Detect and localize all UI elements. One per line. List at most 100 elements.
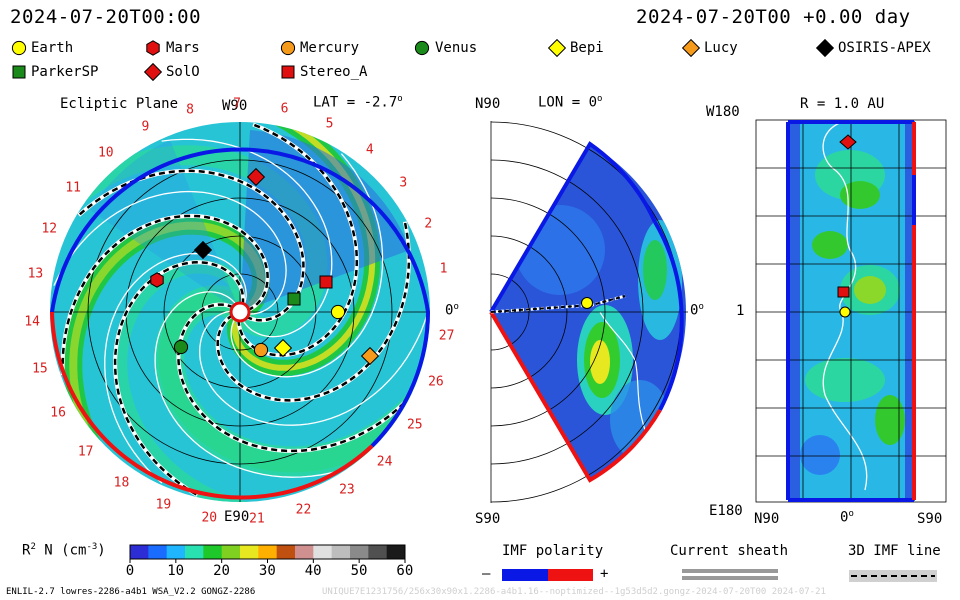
colorbar-title-end: ) [97, 542, 106, 559]
ecliptic-title: Ecliptic Plane [60, 96, 179, 112]
legend-label-mercury: Mercury [300, 40, 360, 56]
rotation-label-9: 9 [141, 119, 150, 135]
imf-polarity-plus: + [600, 566, 609, 582]
radial-x-label-n90: N90 [754, 511, 780, 527]
colorbar-tick-label-30: 30 [258, 563, 276, 579]
legend-osiris-apex-marker [815, 38, 835, 58]
earth-marker-ecliptic [330, 304, 346, 320]
venus-marker-ecliptic [173, 339, 189, 355]
rotation-label-17: 17 [77, 444, 94, 459]
lat-value: LAT = -2.7 [313, 94, 398, 111]
meridional-right-label: 0o [690, 302, 704, 319]
colorbar-tick-label-40: 40 [304, 563, 322, 579]
current-sheath-title: Current sheath [670, 543, 789, 559]
rotation-label-15: 15 [32, 361, 48, 377]
field-line [53, 190, 287, 315]
meridional-lon-label: LON = 0o [538, 94, 603, 111]
rotation-label-8: 8 [186, 102, 194, 118]
imf-polarity-positive [548, 569, 593, 581]
field-line [230, 153, 384, 378]
legend-venus-marker [414, 40, 430, 56]
legend-mars-marker [146, 40, 160, 56]
imf-line [216, 221, 411, 402]
colorbar-title-sup: 2 [30, 542, 36, 552]
imf-line [177, 303, 406, 453]
legend-label-stereo-a: Stereo_A [300, 64, 368, 80]
solo-marker-ecliptic [246, 167, 266, 187]
footer-right: UNIQUE7E1231756/256x30x90x1.2286-a4b1.16… [322, 587, 826, 597]
sun-marker [229, 301, 251, 323]
imf-line-title: 3D IMF line [848, 543, 941, 559]
rotation-label-11: 11 [65, 180, 82, 196]
radial-top-left: W180 [706, 104, 740, 120]
rotation-label-1: 1 [439, 261, 448, 277]
lucy-marker-ecliptic [360, 346, 380, 366]
meridional-panel [489, 121, 688, 503]
rotation-label-21: 21 [249, 511, 265, 527]
rotation-label-3: 3 [399, 175, 408, 191]
imf-polarity-minus: – [482, 566, 491, 582]
rotation-label-27: 27 [438, 328, 455, 344]
rotation-label-18: 18 [113, 475, 130, 491]
osiris-apex-marker-ecliptic [193, 240, 213, 260]
rotation-label-16: 16 [50, 405, 66, 421]
imf-line-legend [849, 570, 937, 582]
colorbar-swatch [258, 545, 278, 559]
colorbar-swatch [331, 545, 351, 559]
legend-parkersp-marker [12, 65, 26, 79]
colorbar-swatch [221, 545, 241, 559]
current-sheath-legend [682, 569, 778, 580]
colorbar-tick-label-20: 20 [213, 563, 230, 579]
parkersp-marker-ecliptic [287, 292, 301, 306]
imf-line [61, 214, 269, 376]
radial-x-label-0: 0o [840, 509, 854, 526]
stereo-a-marker-ecliptic [319, 275, 333, 289]
radial-panel [755, 119, 947, 503]
field-line [104, 252, 247, 484]
rotation-label-12: 12 [41, 221, 58, 237]
radial-mid-left: 1 [736, 303, 745, 319]
meridional-bottom-label: S90 [475, 511, 501, 527]
colorbar-swatch [203, 545, 223, 559]
ecliptic-plane-panel [50, 122, 430, 502]
legend-bepi-marker [547, 38, 567, 58]
ecliptic-lat-label: LAT = -2.7o [313, 94, 403, 111]
ecliptic-bottom-label: E90 [224, 509, 250, 525]
earth-marker-meridional [581, 297, 593, 309]
colorbar-swatch [276, 545, 296, 559]
colorbar-swatch [240, 545, 259, 559]
rotation-label-7: 7 [233, 96, 242, 112]
ecliptic-top-label: W90 [222, 98, 248, 114]
radial-bottom-left: E180 [709, 503, 743, 519]
imf-polarity-legend [502, 569, 593, 581]
rotation-label-26: 26 [428, 374, 444, 390]
lon-value: LON = 0 [538, 94, 598, 111]
legend-stereo-a-marker [281, 65, 295, 79]
field-line [199, 310, 429, 426]
colorbar-swatch [185, 545, 204, 559]
colorbar-title-exp: -3 [86, 542, 98, 552]
imf-line [113, 261, 245, 497]
radial-title: R = 1.0 AU [800, 96, 885, 112]
density-colorbar [129, 544, 406, 563]
mars-marker-ecliptic [150, 272, 164, 288]
colorbar-swatch [313, 545, 333, 559]
colorbar-swatch [130, 545, 149, 559]
ecliptic-right-label: 0o [445, 302, 459, 319]
colorbar-swatch [295, 545, 314, 559]
solo-marker-radial [839, 134, 857, 150]
rotation-label-6: 6 [280, 101, 289, 117]
imf-polarity-title: IMF polarity [502, 543, 604, 559]
legend-lucy-marker [681, 38, 701, 58]
legend-label-venus: Venus [435, 40, 478, 56]
rotation-label-24: 24 [376, 454, 393, 469]
radial-x-label-s90: S90 [917, 511, 943, 527]
colorbar-swatch [166, 545, 186, 559]
rotation-label-13: 13 [27, 266, 44, 282]
colorbar-tick-label-0: 0 [125, 563, 135, 579]
rotation-label-25: 25 [406, 417, 423, 433]
rotation-label-22: 22 [295, 502, 312, 518]
rotation-label-10: 10 [97, 145, 114, 161]
colorbar-tick-label-10: 10 [167, 563, 185, 579]
